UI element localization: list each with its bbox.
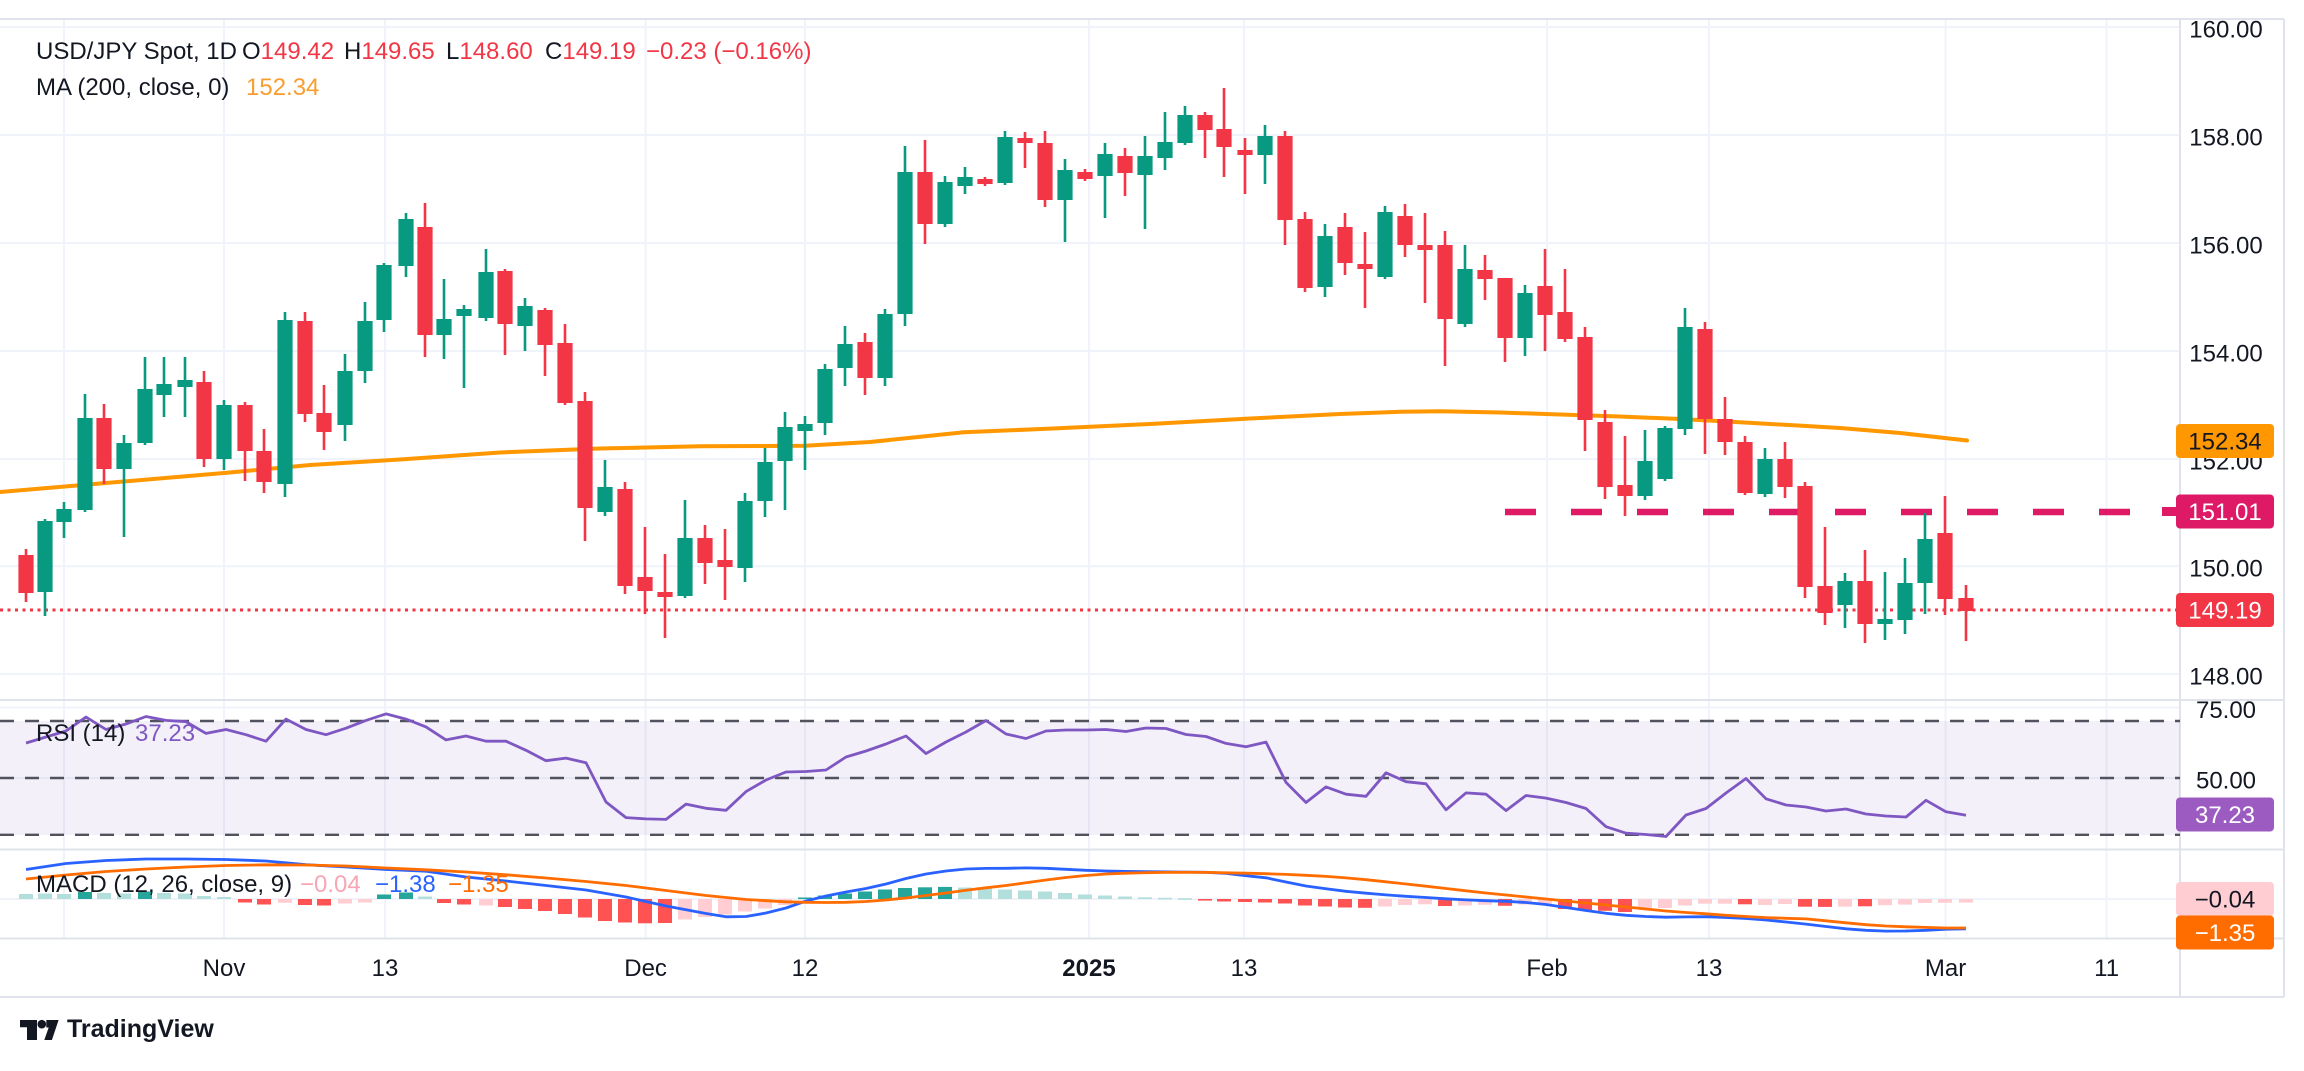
svg-text:151.01: 151.01 <box>2188 499 2261 526</box>
svg-text:150.00: 150.00 <box>2189 556 2262 583</box>
svg-text:152.34: 152.34 <box>246 74 319 101</box>
svg-text:Nov: Nov <box>203 955 246 982</box>
svg-text:11: 11 <box>2094 955 2119 982</box>
svg-text:MACD (12, 26, close, 9): MACD (12, 26, close, 9) <box>36 871 292 898</box>
svg-text:−1.35: −1.35 <box>2195 920 2256 947</box>
svg-text:148.00: 148.00 <box>2189 664 2262 691</box>
svg-text:13: 13 <box>372 955 399 982</box>
svg-text:H149.65: H149.65 <box>344 38 435 65</box>
svg-text:MA (200, close, 0): MA (200, close, 0) <box>36 74 229 101</box>
svg-text:149.19: 149.19 <box>2188 598 2261 625</box>
svg-text:−1.38: −1.38 <box>375 871 436 898</box>
svg-text:L148.60: L148.60 <box>446 38 533 65</box>
svg-text:156.00: 156.00 <box>2189 233 2262 260</box>
svg-text:13: 13 <box>1231 955 1258 982</box>
svg-text:37.23: 37.23 <box>2195 802 2255 829</box>
svg-text:Dec: Dec <box>624 955 667 982</box>
svg-text:TradingView: TradingView <box>67 1015 214 1043</box>
svg-text:12: 12 <box>792 955 819 982</box>
svg-text:2025: 2025 <box>1062 955 1115 982</box>
svg-text:RSI (14): RSI (14) <box>36 720 125 747</box>
svg-text:37.23: 37.23 <box>135 720 195 747</box>
svg-text:−0.04: −0.04 <box>300 871 361 898</box>
svg-text:152.34: 152.34 <box>2188 429 2261 456</box>
svg-text:−0.23 (−0.16%): −0.23 (−0.16%) <box>646 38 811 65</box>
svg-text:Feb: Feb <box>1526 955 1567 982</box>
svg-text:158.00: 158.00 <box>2189 125 2262 152</box>
svg-text:13: 13 <box>1696 955 1723 982</box>
svg-text:75.00: 75.00 <box>2196 697 2256 724</box>
svg-text:O149.42: O149.42 <box>242 38 334 65</box>
svg-text:Mar: Mar <box>1925 955 1966 982</box>
svg-text:−0.04: −0.04 <box>2195 887 2256 914</box>
svg-text:50.00: 50.00 <box>2196 768 2256 795</box>
svg-text:−1.35: −1.35 <box>448 871 509 898</box>
svg-text:160.00: 160.00 <box>2189 17 2262 44</box>
svg-text:154.00: 154.00 <box>2189 341 2262 368</box>
svg-text:USD/JPY Spot, 1D: USD/JPY Spot, 1D <box>36 38 237 65</box>
svg-text:C149.19: C149.19 <box>545 38 636 65</box>
